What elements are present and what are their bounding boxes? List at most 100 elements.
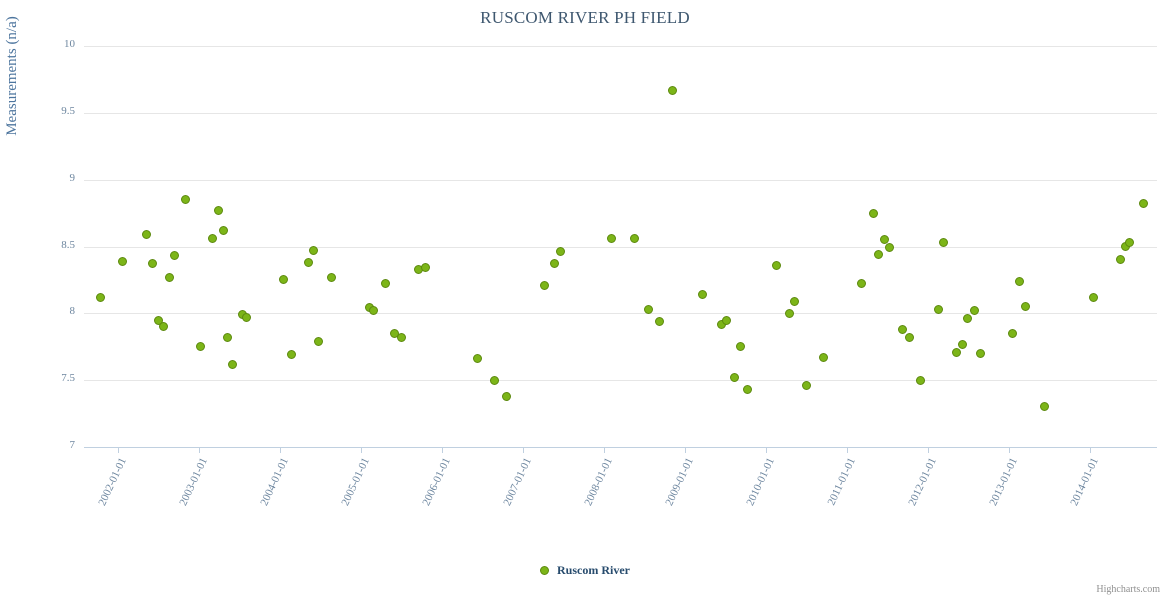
data-point[interactable] <box>550 259 560 269</box>
x-tick-label: 2005-01-01 <box>339 456 372 508</box>
data-point[interactable] <box>227 359 237 369</box>
y-tick-label: 8 <box>69 305 76 318</box>
data-point[interactable] <box>885 243 895 253</box>
data-point[interactable] <box>396 332 406 342</box>
data-point[interactable] <box>916 375 926 385</box>
data-point[interactable] <box>242 312 252 322</box>
data-point[interactable] <box>730 372 740 382</box>
data-point[interactable] <box>819 352 829 362</box>
data-point[interactable] <box>380 279 390 289</box>
data-point[interactable] <box>421 263 431 273</box>
x-tick-mark <box>927 447 929 453</box>
data-point[interactable] <box>304 258 314 268</box>
data-point[interactable] <box>722 315 732 325</box>
data-point[interactable] <box>208 233 218 243</box>
data-point[interactable] <box>789 296 799 306</box>
x-tick-label: 2006-01-01 <box>420 456 453 508</box>
data-point[interactable] <box>314 336 324 346</box>
data-point[interactable] <box>117 256 127 266</box>
data-point[interactable] <box>218 225 228 235</box>
data-point[interactable] <box>697 290 707 300</box>
gridline-9 <box>84 179 1157 181</box>
x-tick-label: 2003-01-01 <box>177 456 210 508</box>
gridline-8 <box>84 313 1157 315</box>
data-point[interactable] <box>326 272 336 282</box>
x-tick-label: 2013-01-01 <box>986 456 1020 508</box>
data-point[interactable] <box>368 306 378 316</box>
data-point[interactable] <box>630 233 640 243</box>
data-point[interactable] <box>904 332 914 342</box>
data-point[interactable] <box>1015 276 1025 286</box>
x-tick-label: 2007-01-01 <box>501 456 534 508</box>
data-point[interactable] <box>1115 255 1125 265</box>
data-point[interactable] <box>472 354 482 364</box>
data-point[interactable] <box>1089 292 1099 302</box>
x-tick-label: 2008-01-01 <box>581 456 615 508</box>
data-point[interactable] <box>142 229 152 239</box>
data-point[interactable] <box>785 308 795 318</box>
data-point[interactable] <box>879 235 889 245</box>
data-point[interactable] <box>279 275 289 285</box>
data-point[interactable] <box>540 280 550 290</box>
data-point[interactable] <box>772 260 782 270</box>
y-tick-label: 7 <box>69 439 76 451</box>
data-point[interactable] <box>164 272 174 282</box>
data-point[interactable] <box>153 315 163 325</box>
x-tick-label: 2012-01-01 <box>905 456 939 508</box>
y-axis-title-container: Measurements (n/a) <box>4 16 20 447</box>
data-point[interactable] <box>180 195 190 205</box>
data-point[interactable] <box>222 332 232 342</box>
data-point[interactable] <box>802 381 812 390</box>
x-tick-label: 2011-01-01 <box>825 456 858 508</box>
legend-item-ruscom-river[interactable]: Ruscom River <box>540 563 630 578</box>
legend-item-label: Ruscom River <box>557 563 630 578</box>
data-point[interactable] <box>1021 302 1031 312</box>
x-tick-mark <box>1089 447 1091 453</box>
data-point[interactable] <box>975 348 985 358</box>
data-point[interactable] <box>1138 199 1148 209</box>
data-point[interactable] <box>667 85 677 95</box>
data-point[interactable] <box>868 208 878 218</box>
data-point[interactable] <box>897 324 907 334</box>
data-point[interactable] <box>196 342 206 352</box>
data-point[interactable] <box>489 375 499 385</box>
chart-credits[interactable]: Highcharts.com <box>1096 584 1160 595</box>
data-point[interactable] <box>970 306 980 316</box>
data-point[interactable] <box>742 385 752 395</box>
data-point[interactable] <box>857 279 867 289</box>
data-point[interactable] <box>655 316 665 326</box>
data-point[interactable] <box>158 322 168 332</box>
x-tick-mark <box>279 447 281 453</box>
x-tick-mark <box>765 447 767 453</box>
data-point[interactable] <box>287 350 297 360</box>
data-point[interactable] <box>939 237 949 247</box>
data-point[interactable] <box>1039 402 1049 412</box>
data-point[interactable] <box>96 292 106 302</box>
data-point[interactable] <box>957 339 967 349</box>
data-point[interactable] <box>736 342 746 352</box>
x-tick-mark <box>117 447 119 453</box>
data-point[interactable] <box>963 314 973 324</box>
y-tick-label: 9.5 <box>61 104 75 117</box>
data-point[interactable] <box>147 259 157 269</box>
data-point[interactable] <box>874 250 884 260</box>
data-point[interactable] <box>502 391 512 401</box>
data-point[interactable] <box>170 251 180 261</box>
x-tick-mark <box>360 447 362 453</box>
x-axis-line <box>84 447 1157 448</box>
data-point[interactable] <box>214 205 224 215</box>
data-point[interactable] <box>555 247 565 257</box>
y-tick-label: 10 <box>64 38 75 50</box>
x-tick-mark <box>441 447 443 453</box>
x-tick-label: 2009-01-01 <box>663 456 696 508</box>
data-point[interactable] <box>951 347 961 357</box>
x-tick-mark <box>198 447 200 453</box>
data-point[interactable] <box>643 304 653 314</box>
data-point[interactable] <box>934 304 944 314</box>
data-point[interactable] <box>1008 328 1018 338</box>
data-point[interactable] <box>308 246 318 255</box>
data-point[interactable] <box>606 233 616 243</box>
x-tick-label: 2014-01-01 <box>1067 456 1101 508</box>
data-point[interactable] <box>1125 237 1135 247</box>
circle-marker-icon <box>540 566 549 576</box>
